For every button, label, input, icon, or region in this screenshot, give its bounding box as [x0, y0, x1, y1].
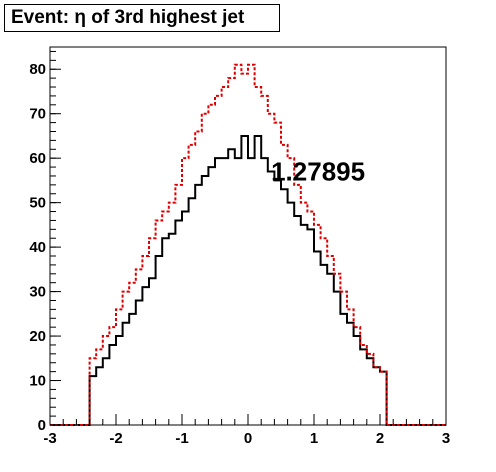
mean-annotation: 1.27895	[271, 157, 365, 187]
series-line-2	[50, 63, 446, 426]
y-tick-label: 10	[29, 373, 46, 390]
y-tick-label: 40	[29, 239, 46, 256]
x-tick-label: 3	[442, 430, 450, 447]
y-tick-label: 20	[29, 328, 46, 345]
x-tick-label: -3	[43, 430, 56, 447]
x-tick-label: 0	[244, 430, 252, 447]
chart-title: Event: η of 3rd highest jet	[4, 4, 280, 32]
series-layer	[50, 63, 446, 426]
x-tick-label: -1	[175, 430, 188, 447]
x-tick-label: 2	[376, 430, 384, 447]
plot-frame	[49, 46, 447, 426]
y-tick-label: 30	[29, 284, 46, 301]
y-tick-label: 50	[29, 195, 46, 212]
x-tick-label: -2	[109, 430, 122, 447]
y-tick-label: 70	[29, 106, 46, 123]
y-tick-label: 0	[38, 417, 46, 434]
y-tick-label: 80	[29, 61, 46, 78]
x-tick-label: 1	[310, 430, 318, 447]
y-tick-label: 60	[29, 150, 46, 167]
